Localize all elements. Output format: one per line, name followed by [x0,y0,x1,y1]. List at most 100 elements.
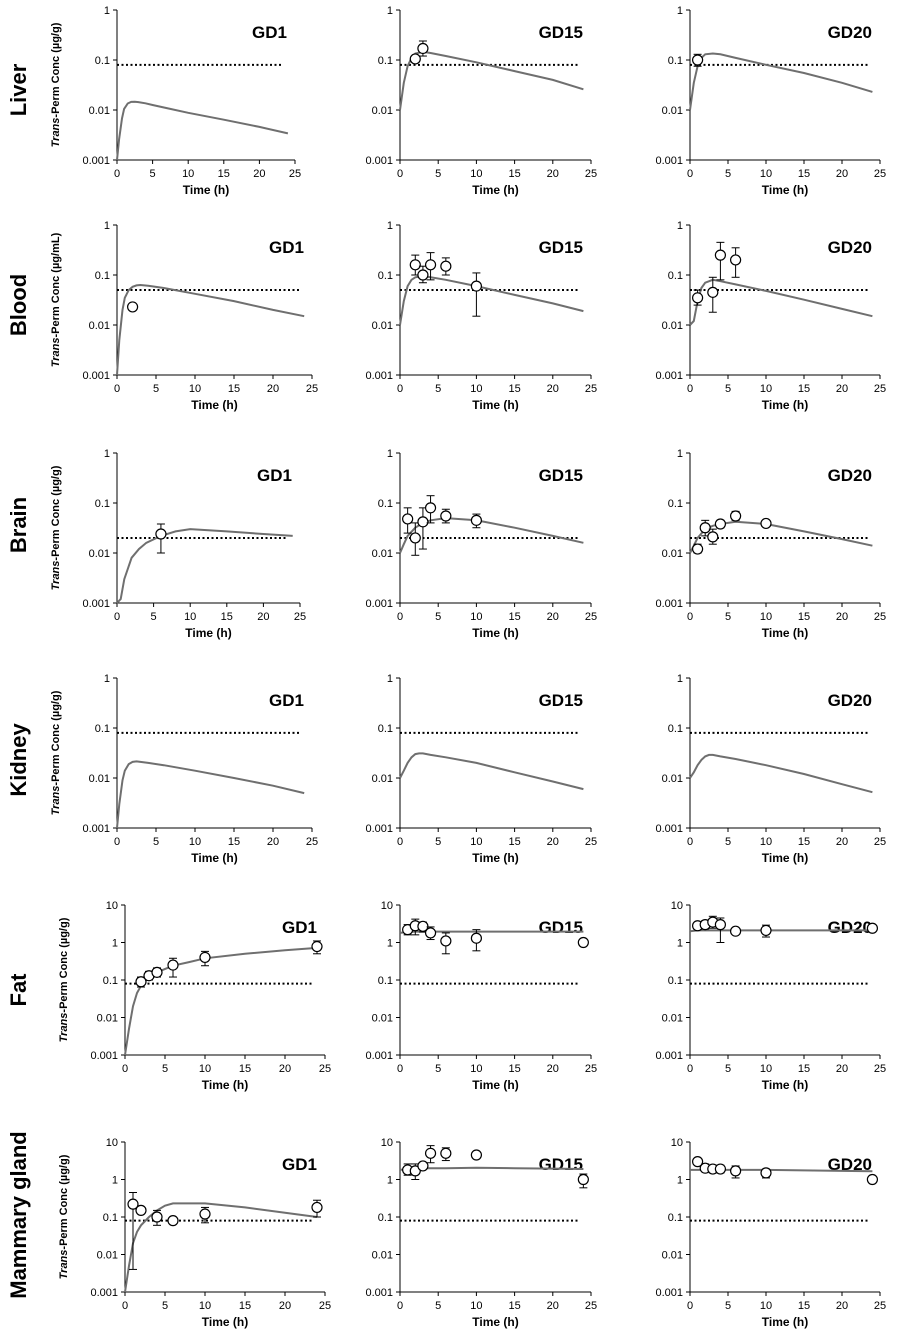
x-tick-label: 5 [435,1063,441,1075]
x-tick-label: 25 [585,611,597,623]
data-point [199,951,211,964]
panel-label: GD1 [282,1155,317,1174]
x-tick-label: 20 [547,168,559,180]
y-tick-label: 1 [104,5,110,17]
x-tick-label: 25 [319,1300,331,1312]
data-point [151,966,163,978]
x-tick-label: 25 [585,168,597,180]
y-tick-label: 0.001 [655,155,683,167]
data-point [729,925,742,937]
x-tick-label: 20 [267,836,279,848]
x-tick-label: 5 [435,383,441,395]
x-tick-label: 5 [435,168,441,180]
data-point [127,1198,139,1210]
y-axis-label-italic: Trans [50,118,62,148]
x-tick-label: 0 [114,168,120,180]
y-tick-label: 1 [104,220,110,232]
y-tick-label: 0.01 [372,1013,393,1025]
data-point [707,531,719,543]
y-axis-label: Trans-Perm Conc (µg/g) [50,465,62,590]
y-axis-label-rest: -Perm Conc (µg/g) [50,22,62,117]
y-axis-label: Trans-Perm Conc (µg/g) [50,22,62,147]
x-tick-label: 5 [725,1063,731,1075]
panel-label: GD1 [269,238,304,257]
y-tick-label: 1 [387,5,393,17]
y-tick-label: 0.001 [90,1050,118,1062]
x-tick-label: 5 [151,611,157,623]
y-tick-label: 0.001 [365,1287,393,1299]
x-axis-label: Time (h) [762,851,808,865]
data-point [424,927,437,939]
x-tick-label: 20 [279,1300,291,1312]
y-tick-label: 0.001 [82,823,110,835]
x-axis-label: Time (h) [762,1078,808,1092]
y-tick-label: 10 [381,900,393,912]
x-tick-label: 5 [725,383,731,395]
data-point [311,940,323,953]
x-tick-label: 20 [547,1300,559,1312]
panel-label: GD1 [282,918,317,937]
x-tick-label: 0 [114,836,120,848]
x-tick-label: 15 [221,611,233,623]
x-axis-label: Time (h) [202,1078,248,1092]
x-tick-label: 25 [874,611,886,623]
y-axis-label-italic: Trans [50,786,62,816]
panel-label: GD20 [828,691,872,710]
x-tick-label: 10 [760,383,772,395]
panel-label: GD1 [269,691,304,710]
x-tick-label: 20 [836,383,848,395]
x-tick-label: 20 [257,611,269,623]
panel-label: GD15 [539,466,583,485]
x-tick-label: 5 [153,383,159,395]
x-axis-label: Time (h) [762,1315,808,1329]
y-tick-label: 0.001 [365,370,393,382]
x-tick-label: 0 [122,1063,128,1075]
data-point [135,1204,147,1216]
y-tick-label: 0.01 [662,548,683,560]
x-axis-label: Time (h) [202,1315,248,1329]
x-tick-label: 25 [874,168,886,180]
x-tick-label: 0 [687,383,693,395]
y-axis-label-rest: -Perm Conc (µg/g) [58,1154,70,1249]
panel-label: GD15 [539,238,583,257]
y-tick-label: 0.1 [103,975,118,987]
x-axis-label: Time (h) [472,851,518,865]
x-tick-label: 15 [239,1063,251,1075]
y-tick-label: 1 [677,5,683,17]
data-point [135,976,147,988]
x-tick-label: 15 [228,836,240,848]
y-tick-label: 0.01 [662,773,683,785]
y-tick-label: 0.001 [82,155,110,167]
x-tick-label: 0 [397,1063,403,1075]
x-axis-label: Time (h) [762,626,808,640]
y-tick-label: 0.1 [95,498,110,510]
data-point [440,510,452,522]
x-tick-label: 15 [798,168,810,180]
model-curve [116,283,305,376]
y-tick-label: 1 [387,220,393,232]
y-tick-label: 0.01 [97,1013,118,1025]
model-curve [116,100,289,161]
data-point [440,935,452,947]
y-tick-label: 1 [387,448,393,460]
y-tick-label: 10 [106,900,118,912]
row-label: Fat [6,973,31,1007]
y-tick-label: 0.01 [662,320,683,332]
x-axis-label: Time (h) [762,398,808,412]
x-tick-label: 20 [836,611,848,623]
y-tick-label: 10 [671,1137,683,1149]
y-axis-label-italic: Trans [50,561,62,591]
panel-label: GD15 [539,23,583,42]
data-point [127,301,139,313]
x-axis-label: Time (h) [191,851,237,865]
x-tick-label: 10 [199,1063,211,1075]
panel-label: GD1 [252,23,287,42]
y-tick-label: 0.01 [662,105,683,117]
x-tick-label: 15 [218,168,230,180]
y-tick-label: 0.001 [82,370,110,382]
y-tick-label: 0.1 [378,270,393,282]
